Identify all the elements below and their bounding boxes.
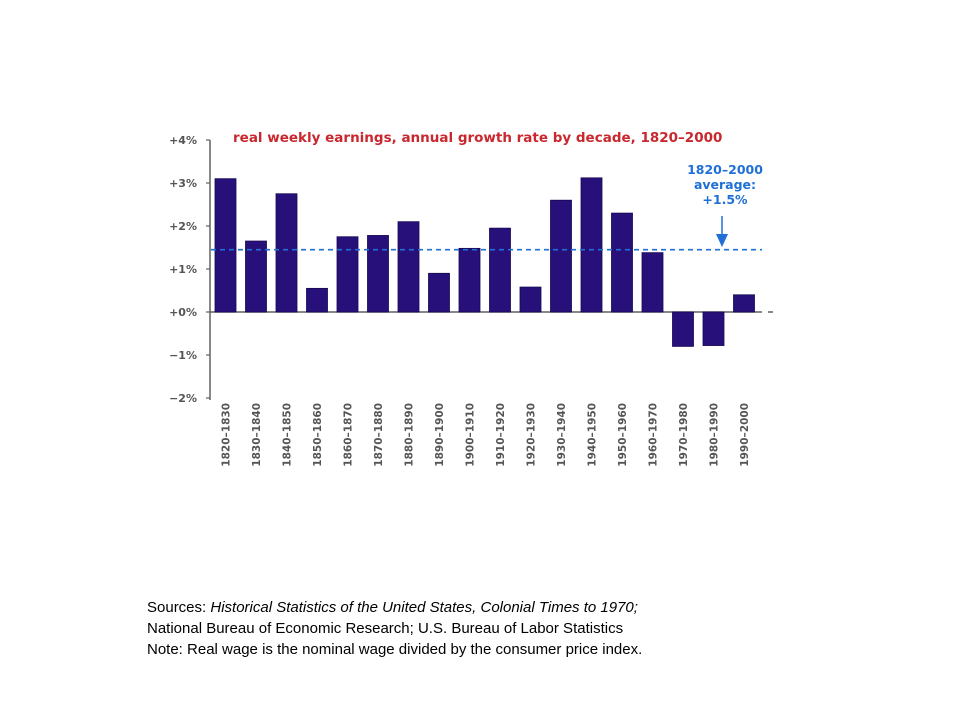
bar: [306, 287, 328, 313]
x-tick-label: 1930–1940: [556, 403, 568, 467]
sources-line-1: Sources: Historical Statistics of the Un…: [147, 597, 947, 618]
bar: [275, 193, 298, 313]
x-tick-label: 1970–1980: [678, 403, 690, 467]
x-tick-label: 1960–1970: [648, 403, 660, 467]
bar: [428, 272, 450, 313]
average-arrow-head: [716, 234, 728, 247]
y-tick-label: −2%: [169, 392, 197, 405]
bar: [672, 311, 694, 347]
y-tick-label: +2%: [169, 220, 197, 233]
x-tick-label: 1850–1860: [312, 403, 324, 467]
x-tick-label: 1870–1880: [373, 403, 385, 467]
y-tick-label: +1%: [169, 263, 197, 276]
bar: [550, 199, 572, 313]
x-tick-label: 1910–1920: [495, 403, 507, 467]
bar: [702, 311, 725, 346]
x-tick-label: 1860–1870: [343, 403, 355, 467]
bar: [397, 221, 420, 313]
bar: [489, 227, 511, 313]
bar: [245, 240, 267, 313]
x-tick-label: 1880–1890: [404, 403, 416, 467]
bar: [519, 286, 542, 313]
y-tick-label: +3%: [169, 177, 197, 190]
y-tick-label: +4%: [169, 134, 197, 147]
sources-prefix: Sources:: [147, 599, 211, 616]
x-tick-label: 1980–1990: [709, 403, 721, 467]
axes: +4% +3% +2% +1% +0% −1% −2%: [169, 134, 773, 405]
x-tick-label: 1900–1910: [465, 403, 477, 467]
average-label: average:: [694, 177, 756, 192]
x-tick-label: 1820–1830: [221, 403, 233, 467]
bar: [214, 178, 237, 313]
bar: [580, 177, 603, 313]
bar: [733, 294, 755, 313]
average-label: +1.5%: [702, 192, 748, 207]
x-tick-label: 1890–1900: [434, 403, 446, 467]
sources-note: Sources: Historical Statistics of the Un…: [147, 597, 947, 660]
sources-line-2: National Bureau of Economic Research; U.…: [147, 620, 624, 637]
bar: [336, 236, 359, 313]
bars: [214, 177, 755, 347]
x-tick-label: 1940–1950: [587, 403, 599, 467]
x-tick-label: 1840–1850: [282, 403, 294, 467]
bar: [641, 252, 664, 313]
chart-title: real weekly earnings, annual growth rate…: [233, 130, 722, 146]
x-tick-label: 1920–1930: [526, 403, 538, 467]
sources-title: Historical Statistics of the United Stat…: [210, 599, 638, 616]
x-tick-label: 1830–1840: [251, 403, 263, 467]
bar: [367, 235, 389, 313]
x-tick-label: 1950–1960: [617, 403, 629, 467]
y-tick-label: −1%: [169, 349, 197, 362]
y-tick-label: +0%: [169, 306, 197, 319]
bar: [458, 247, 481, 313]
note-line: Note: Real wage is the nominal wage divi…: [147, 641, 643, 658]
category-labels: 1820–1830 1830–1840 1840–1850 1850–1860 1860…: [221, 403, 752, 467]
x-tick-label: 1990–2000: [739, 403, 751, 467]
average-label: 1820–2000: [687, 162, 763, 177]
bar: [611, 212, 633, 313]
